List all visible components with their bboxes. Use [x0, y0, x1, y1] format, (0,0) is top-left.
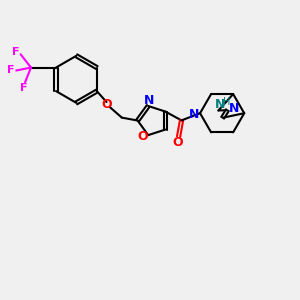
Text: F: F	[13, 47, 20, 57]
Text: O: O	[137, 130, 148, 143]
Text: O: O	[102, 98, 112, 111]
Text: O: O	[173, 136, 183, 149]
Text: N: N	[188, 108, 199, 121]
Text: F: F	[20, 83, 27, 93]
Text: N: N	[215, 98, 225, 110]
Text: F: F	[7, 65, 14, 76]
Text: N: N	[229, 102, 239, 115]
Text: H: H	[223, 97, 230, 107]
Text: N: N	[144, 94, 154, 106]
